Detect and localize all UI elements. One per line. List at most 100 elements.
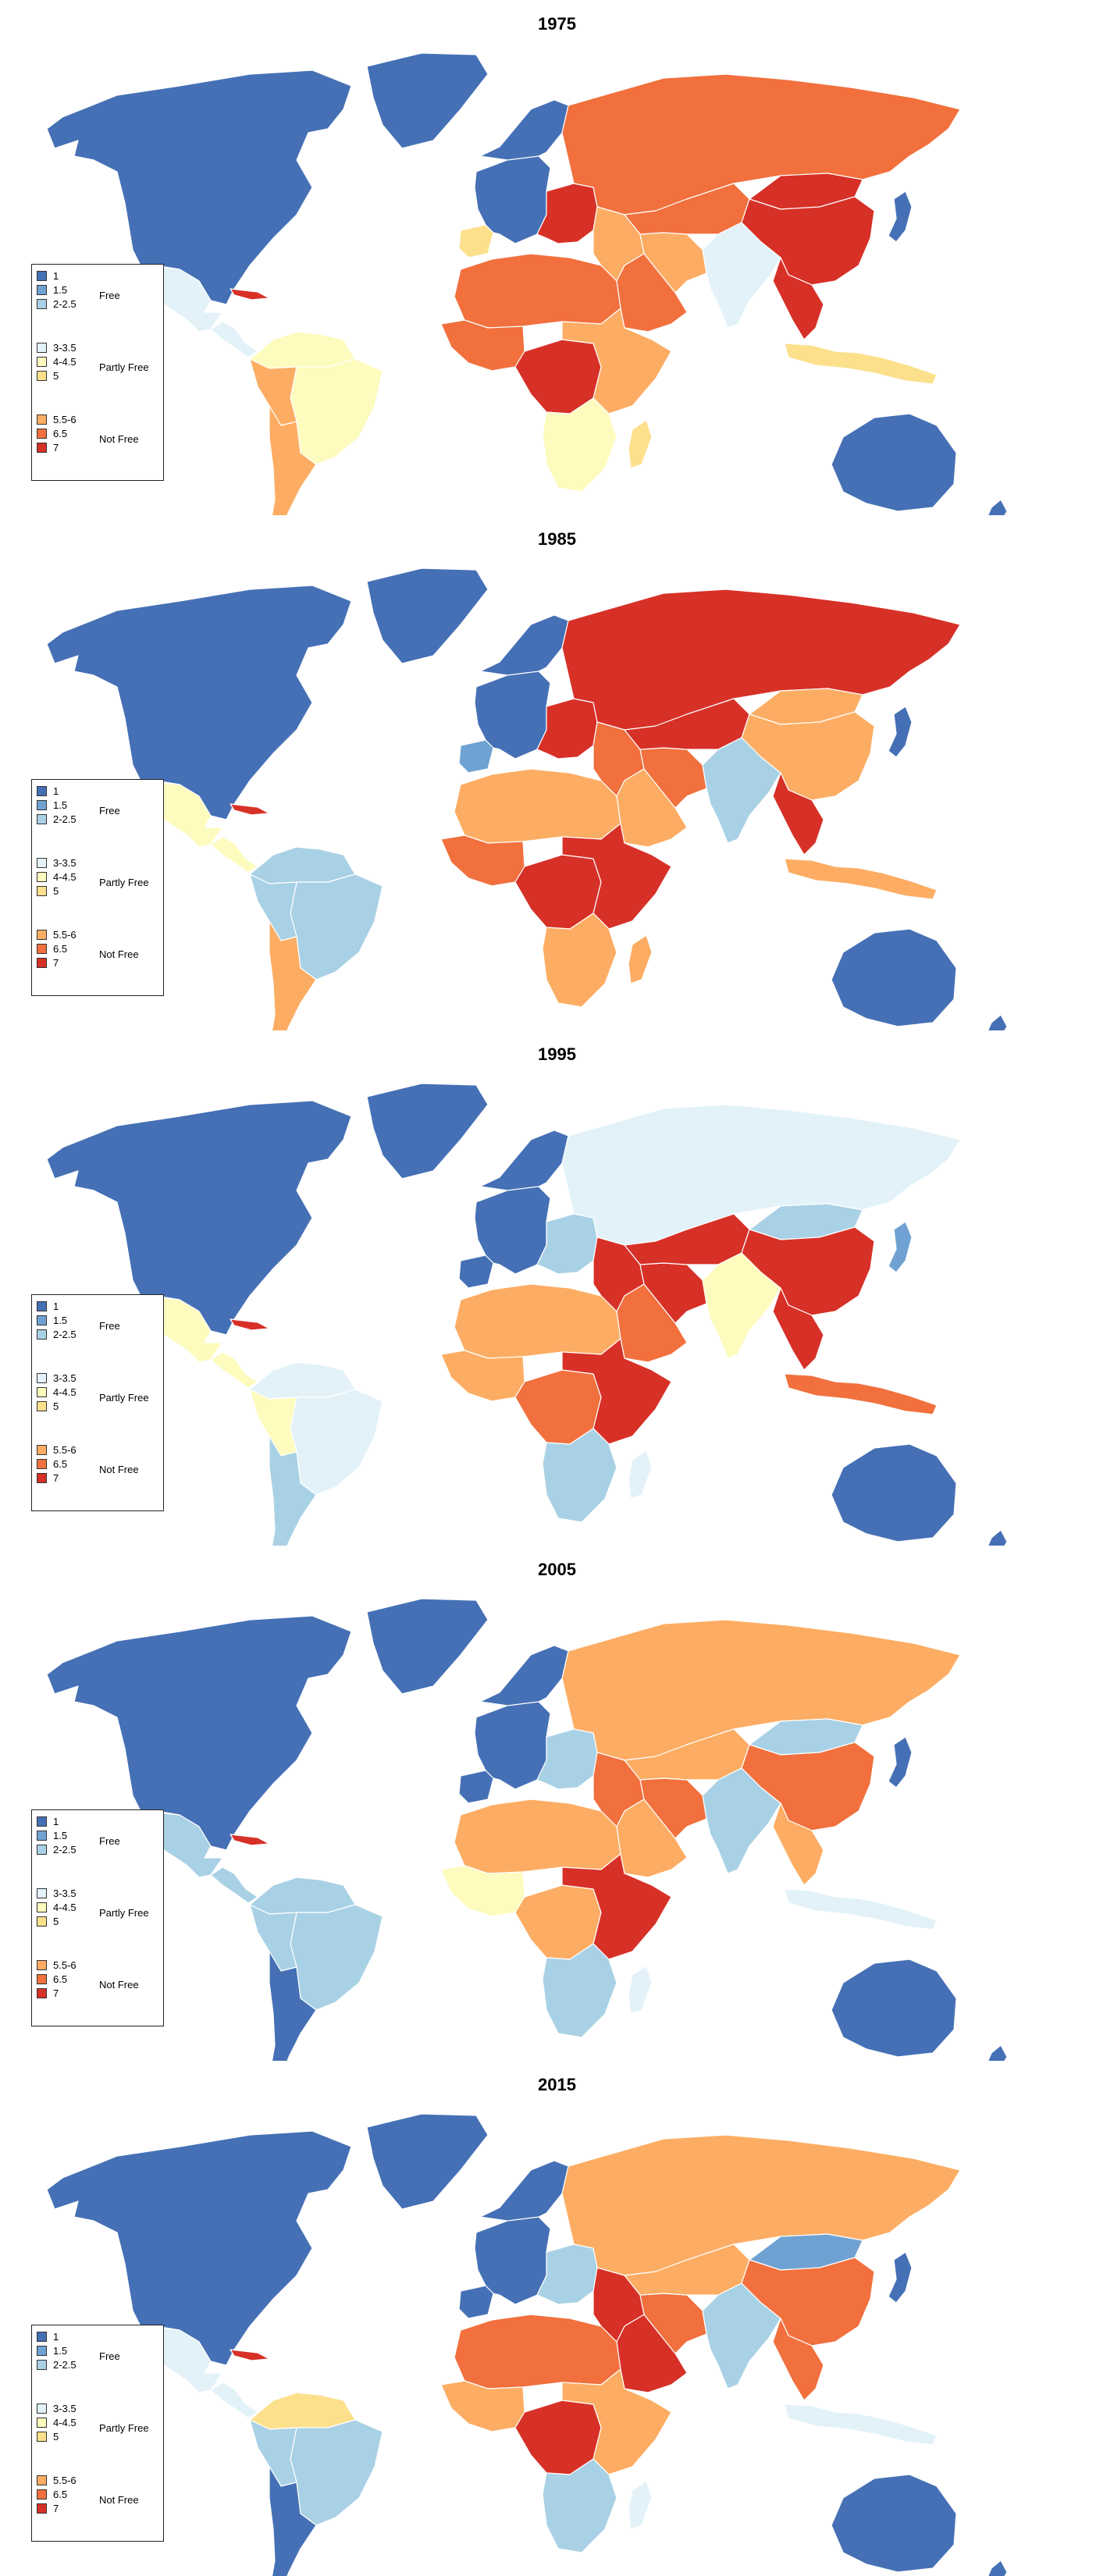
legend-group-label: Partly Free bbox=[99, 1907, 149, 1919]
region-japan bbox=[888, 1736, 913, 1788]
legend-swatch bbox=[37, 442, 47, 453]
legend-entry: 2-2.5 bbox=[37, 1843, 77, 1856]
legend-label: 4-4.5 bbox=[53, 355, 77, 368]
region-south-america-north bbox=[249, 1877, 356, 1915]
panel-year-title: 2005 bbox=[538, 1560, 576, 1579]
legend-entry: 5.5-6 bbox=[37, 1959, 77, 1971]
world-map bbox=[46, 568, 1008, 1030]
region-south-america-north bbox=[249, 846, 356, 884]
region-west-africa bbox=[440, 319, 525, 372]
region-greenland bbox=[366, 568, 489, 664]
legend-swatch bbox=[37, 370, 47, 381]
region-east-africa bbox=[561, 308, 672, 415]
legend-entry: 7 bbox=[37, 1471, 59, 1484]
legend-label: 7 bbox=[53, 956, 59, 969]
legend-group-label: Free bbox=[99, 290, 120, 301]
legend: 1 1.5 2-2.5 3-3.5 4-4.5 5 5.5-6 6.5 7 Free Partly … bbox=[31, 2325, 164, 2542]
legend-swatch bbox=[37, 857, 47, 868]
region-greenland bbox=[366, 2113, 489, 2210]
region-southeast-asia bbox=[772, 772, 824, 856]
legend-label: 1.5 bbox=[53, 1314, 68, 1326]
legend: 1 1.5 2-2.5 3-3.5 4-4.5 5 5.5-6 6.5 7 Free Partly … bbox=[31, 1809, 164, 2026]
region-east-africa bbox=[561, 2368, 672, 2475]
region-iberia bbox=[458, 739, 494, 774]
region-central-america bbox=[210, 321, 258, 358]
legend-swatch bbox=[37, 957, 47, 968]
region-central-america bbox=[210, 1351, 258, 1389]
legend-swatch bbox=[37, 1830, 47, 1841]
legend-swatch bbox=[37, 799, 47, 810]
legend-label: 3-3.5 bbox=[53, 856, 77, 869]
legend-swatch bbox=[37, 356, 47, 367]
region-australia bbox=[831, 928, 957, 1027]
region-north-america bbox=[46, 1615, 352, 1851]
region-east-africa bbox=[561, 1853, 672, 1960]
legend-label: 5.5-6 bbox=[53, 1959, 77, 1971]
legend-label: 1.5 bbox=[53, 1829, 68, 1841]
region-iberia bbox=[458, 2285, 494, 2319]
legend-swatch bbox=[37, 1916, 47, 1927]
legend-label: 5.5-6 bbox=[53, 2474, 77, 2486]
region-southern-cone bbox=[269, 920, 317, 1030]
legend-entry: 3-3.5 bbox=[37, 341, 77, 354]
legend-entry: 4-4.5 bbox=[37, 870, 77, 883]
region-south-asia bbox=[702, 1767, 781, 1874]
legend-swatch bbox=[37, 1472, 47, 1483]
legend-label: 7 bbox=[53, 441, 59, 454]
region-eastern-europe bbox=[536, 183, 598, 244]
region-brazil bbox=[290, 873, 383, 980]
legend-label: 4-4.5 bbox=[53, 1386, 77, 1398]
legend-label: 2-2.5 bbox=[53, 297, 77, 310]
legend-label: 5 bbox=[53, 1400, 59, 1412]
legend-group-label: Partly Free bbox=[99, 877, 149, 888]
legend-entry: 7 bbox=[37, 441, 59, 454]
region-central-america bbox=[210, 2382, 258, 2419]
legend-entry: 3-3.5 bbox=[37, 2402, 77, 2414]
legend-swatch bbox=[37, 414, 47, 425]
legend-entry: 3-3.5 bbox=[37, 856, 77, 869]
region-cuba bbox=[230, 288, 270, 301]
legend-entry: 7 bbox=[37, 956, 59, 969]
region-north-africa bbox=[454, 2314, 621, 2389]
region-arabia bbox=[616, 253, 688, 333]
region-greenland bbox=[366, 1083, 489, 1179]
region-russia bbox=[561, 1104, 961, 1246]
legend-label: 5.5-6 bbox=[53, 413, 77, 425]
legend-entry: 7 bbox=[37, 2502, 59, 2514]
legend-label: 7 bbox=[53, 1987, 59, 1999]
legend-label: 3-3.5 bbox=[53, 341, 77, 354]
region-japan bbox=[888, 190, 913, 243]
legend-swatch bbox=[37, 1372, 47, 1383]
region-madagascar bbox=[628, 419, 653, 469]
legend-entry: 5.5-6 bbox=[37, 928, 77, 941]
legend-entry: 6.5 bbox=[37, 1457, 67, 1470]
legend-entry: 4-4.5 bbox=[37, 2416, 77, 2428]
map-panel-1975: 1975 1 1.5 2-2.5 3-3.5 4-4.5 5 5.5-6 6.5 7 Free Par… bbox=[0, 0, 1114, 515]
region-australia bbox=[831, 1959, 957, 2058]
legend-entry: 6.5 bbox=[37, 2488, 67, 2500]
legend-swatch bbox=[37, 428, 47, 439]
region-russia bbox=[561, 589, 961, 731]
legend-label: 1 bbox=[53, 1300, 59, 1312]
legend-label: 2-2.5 bbox=[53, 813, 77, 825]
legend-swatch bbox=[37, 1444, 47, 1455]
legend-entry: 4-4.5 bbox=[37, 1386, 77, 1398]
world-map bbox=[46, 2113, 1008, 2576]
legend-swatch bbox=[37, 1816, 47, 1827]
legend-entry: 4-4.5 bbox=[37, 355, 77, 368]
region-north-america bbox=[46, 1100, 352, 1336]
legend-entry: 2-2.5 bbox=[37, 297, 77, 310]
region-southern-africa bbox=[542, 913, 618, 1008]
legend-swatch bbox=[37, 1844, 47, 1855]
legend-label: 4-4.5 bbox=[53, 870, 77, 883]
region-arabia bbox=[616, 2314, 688, 2393]
region-central-america bbox=[210, 1866, 258, 1904]
region-new-zealand bbox=[988, 1014, 1008, 1030]
region-south-asia bbox=[702, 2282, 781, 2389]
legend-label: 7 bbox=[53, 1471, 59, 1484]
legend-group-label: Partly Free bbox=[99, 1392, 149, 1404]
region-cuba bbox=[230, 803, 270, 816]
legend-swatch bbox=[37, 284, 47, 295]
legend-label: 2-2.5 bbox=[53, 2358, 77, 2371]
world-map bbox=[46, 1083, 1008, 1546]
